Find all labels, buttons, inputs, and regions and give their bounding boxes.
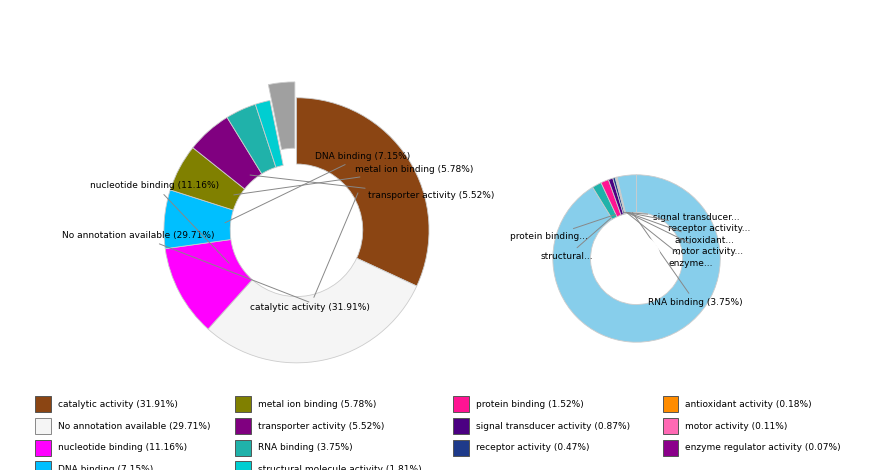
Wedge shape bbox=[255, 101, 283, 167]
Text: metal ion binding (5.78%): metal ion binding (5.78%) bbox=[234, 165, 473, 195]
Text: protein binding (1.52%): protein binding (1.52%) bbox=[476, 400, 584, 409]
Text: motor activity (0.11%): motor activity (0.11%) bbox=[685, 422, 787, 431]
Text: motor activity...: motor activity... bbox=[627, 212, 743, 256]
Circle shape bbox=[613, 235, 660, 282]
FancyBboxPatch shape bbox=[453, 418, 469, 434]
Wedge shape bbox=[609, 178, 623, 215]
Wedge shape bbox=[269, 82, 295, 149]
Wedge shape bbox=[170, 148, 245, 210]
Wedge shape bbox=[208, 258, 417, 363]
Text: catalytic activity (31.91%): catalytic activity (31.91%) bbox=[249, 193, 370, 312]
Text: transporter activity (5.52%): transporter activity (5.52%) bbox=[258, 422, 385, 431]
Wedge shape bbox=[601, 180, 621, 217]
Text: receptor activity (0.47%): receptor activity (0.47%) bbox=[476, 443, 589, 452]
Wedge shape bbox=[617, 175, 637, 214]
Text: transporter activity (5.52%): transporter activity (5.52%) bbox=[250, 175, 494, 200]
Text: No annotation available (29.71%): No annotation available (29.71%) bbox=[58, 422, 210, 431]
Text: catalytic activity (31.91%): catalytic activity (31.91%) bbox=[58, 400, 177, 409]
Wedge shape bbox=[617, 177, 626, 214]
Wedge shape bbox=[617, 177, 625, 214]
Text: nucleotide binding (11.16%): nucleotide binding (11.16%) bbox=[58, 443, 187, 452]
Text: enzyme...: enzyme... bbox=[627, 213, 713, 268]
Text: DNA binding (7.15%): DNA binding (7.15%) bbox=[58, 465, 153, 470]
Text: antioxidant...: antioxidant... bbox=[627, 212, 734, 244]
Circle shape bbox=[263, 197, 330, 264]
Text: nucleotide binding (11.16%): nucleotide binding (11.16%) bbox=[91, 181, 229, 263]
Wedge shape bbox=[193, 118, 262, 189]
Wedge shape bbox=[296, 98, 429, 286]
FancyBboxPatch shape bbox=[235, 418, 251, 434]
FancyBboxPatch shape bbox=[35, 418, 51, 434]
FancyBboxPatch shape bbox=[35, 461, 51, 470]
Wedge shape bbox=[227, 104, 276, 174]
Text: receptor activity...: receptor activity... bbox=[626, 212, 750, 233]
Text: structural molecule activity (1.81%): structural molecule activity (1.81%) bbox=[258, 465, 422, 470]
FancyBboxPatch shape bbox=[35, 439, 51, 455]
Wedge shape bbox=[613, 178, 625, 214]
Wedge shape bbox=[615, 177, 625, 214]
FancyBboxPatch shape bbox=[663, 397, 678, 413]
Text: protein binding...: protein binding... bbox=[510, 214, 616, 241]
FancyBboxPatch shape bbox=[453, 397, 469, 413]
Wedge shape bbox=[165, 240, 252, 329]
Text: No annotation available (29.71%): No annotation available (29.71%) bbox=[62, 231, 309, 302]
FancyBboxPatch shape bbox=[235, 461, 251, 470]
FancyBboxPatch shape bbox=[663, 418, 678, 434]
Wedge shape bbox=[593, 183, 617, 219]
Text: signal transducer...: signal transducer... bbox=[624, 212, 740, 222]
FancyBboxPatch shape bbox=[663, 439, 678, 455]
Wedge shape bbox=[553, 175, 720, 342]
FancyBboxPatch shape bbox=[453, 439, 469, 455]
Text: signal transducer activity (0.87%): signal transducer activity (0.87%) bbox=[476, 422, 630, 431]
FancyBboxPatch shape bbox=[35, 397, 51, 413]
Text: RNA binding (3.75%): RNA binding (3.75%) bbox=[258, 443, 353, 452]
FancyBboxPatch shape bbox=[235, 397, 251, 413]
Wedge shape bbox=[164, 190, 234, 249]
Text: RNA binding (3.75%): RNA binding (3.75%) bbox=[632, 212, 743, 307]
Text: DNA binding (7.15%): DNA binding (7.15%) bbox=[225, 152, 411, 223]
FancyBboxPatch shape bbox=[235, 439, 251, 455]
Text: enzyme regulator activity (0.07%): enzyme regulator activity (0.07%) bbox=[685, 443, 841, 452]
Text: metal ion binding (5.78%): metal ion binding (5.78%) bbox=[258, 400, 377, 409]
Text: structural...: structural... bbox=[541, 218, 611, 261]
Text: antioxidant activity (0.18%): antioxidant activity (0.18%) bbox=[685, 400, 812, 409]
